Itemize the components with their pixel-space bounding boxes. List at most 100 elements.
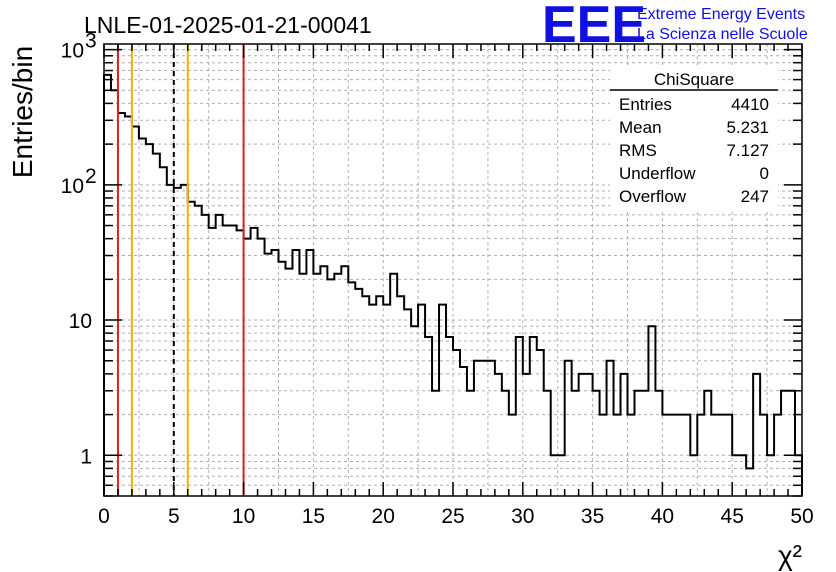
histogram-bin [767, 455, 774, 496]
histogram-bin [537, 350, 544, 496]
histogram-bin [285, 269, 292, 496]
histogram-bin [753, 374, 760, 496]
histogram-outline [103, 73, 803, 496]
stats-value: 5.231 [726, 118, 769, 137]
histogram-bin [711, 415, 718, 496]
histogram-bin [104, 75, 111, 496]
histogram-bin [746, 468, 753, 496]
histogram-bin [725, 415, 732, 496]
threshold-lines [116, 44, 245, 496]
x-tick-label: 0 [98, 505, 110, 528]
stats-label: RMS [619, 141, 657, 160]
histogram-bin [313, 274, 320, 496]
histogram-bin [614, 415, 621, 496]
histogram-bin [209, 228, 216, 496]
histogram-bin [418, 305, 425, 496]
histogram-bin [655, 391, 662, 496]
histogram-bin [732, 455, 739, 496]
histogram-bin [495, 374, 502, 496]
histogram-bin [600, 415, 607, 496]
stats-label: Underflow [619, 164, 696, 183]
histogram-bin [244, 239, 251, 496]
x-tick-labels: 0 5 10 15 20 25 30 35 40 45 50 [98, 505, 814, 528]
histogram-bin [160, 167, 167, 496]
histogram-bin [118, 113, 125, 496]
histogram-bin [683, 415, 690, 496]
histogram-bin [579, 374, 586, 496]
histogram-bin [397, 296, 404, 496]
x-tick-label: 35 [581, 505, 604, 528]
histogram-bin [258, 239, 265, 496]
histogram-bin [648, 326, 655, 496]
stats-label: Overflow [619, 187, 687, 206]
histogram-bin [327, 279, 334, 496]
y-tick-label: 10 [69, 310, 92, 333]
histogram-bin [432, 391, 439, 496]
histogram-bin [586, 374, 593, 496]
histogram-bin [628, 415, 635, 496]
histogram-bin [146, 144, 153, 496]
histogram-bin [453, 350, 460, 496]
stats-value: 7.127 [726, 141, 769, 160]
histogram-bin [341, 266, 348, 496]
histogram-bin [530, 337, 537, 496]
histogram-bin [383, 305, 390, 496]
histogram-bin [223, 226, 230, 496]
y-axis-label: Entries/bin [7, 46, 38, 178]
x-tick-label: 30 [511, 505, 534, 528]
histogram-bin [704, 391, 711, 496]
histogram-bin [467, 391, 474, 496]
histogram-bin [509, 415, 516, 496]
y-tick-label: 10 [61, 40, 84, 63]
histogram-bin [621, 374, 628, 496]
histogram-bin [572, 391, 579, 496]
chart-title: LNLE-01-2025-01-21-00041 [84, 12, 372, 38]
histogram-bin [216, 215, 223, 496]
stats-value: 4410 [731, 95, 769, 114]
histogram-bin [676, 415, 683, 496]
histogram-bin [195, 206, 202, 496]
stats-value: 0 [760, 164, 769, 183]
histogram-bin [697, 415, 704, 496]
y-tick-label: 1 [80, 445, 92, 468]
y-tick-exponent: 2 [85, 165, 97, 188]
histogram-bin [439, 305, 446, 496]
x-tick-label: 5 [168, 505, 180, 528]
logo-line-1: Extreme Energy Events [637, 6, 805, 23]
histogram-bin [272, 250, 279, 496]
histogram-bin [669, 415, 676, 496]
histogram-bin [390, 274, 397, 496]
histogram-bin [111, 90, 118, 496]
histogram-bin [781, 391, 788, 496]
eee-logo: EEE [542, 0, 646, 54]
histogram-bin [188, 202, 195, 496]
histogram-bin [460, 367, 467, 496]
stats-label: Mean [619, 118, 662, 137]
histogram-bin [306, 250, 313, 496]
histogram-bin [593, 391, 600, 496]
y-tick-exponent: 3 [85, 30, 97, 53]
histogram-bin [181, 185, 188, 496]
histogram-bin [202, 215, 209, 496]
histogram-bin [376, 296, 383, 496]
histogram-bin [139, 139, 146, 496]
histogram-bin [369, 305, 376, 496]
x-tick-label: 15 [302, 505, 325, 528]
x-tick-label: 50 [790, 505, 813, 528]
histogram-bin [641, 391, 648, 496]
histogram-bin [544, 391, 551, 496]
histogram-bin [718, 415, 725, 496]
histogram-bin [425, 337, 432, 496]
histogram-bin [558, 455, 565, 496]
histogram-bin [690, 455, 697, 496]
histogram-bin [355, 289, 362, 496]
histogram-bin [125, 117, 132, 496]
histogram-bin [230, 226, 237, 496]
histogram-bin [411, 326, 418, 496]
axis-ticks [103, 44, 803, 497]
histogram-bin [265, 254, 272, 496]
x-axis-label: χ² [778, 540, 802, 571]
histogram-bin [446, 337, 453, 496]
